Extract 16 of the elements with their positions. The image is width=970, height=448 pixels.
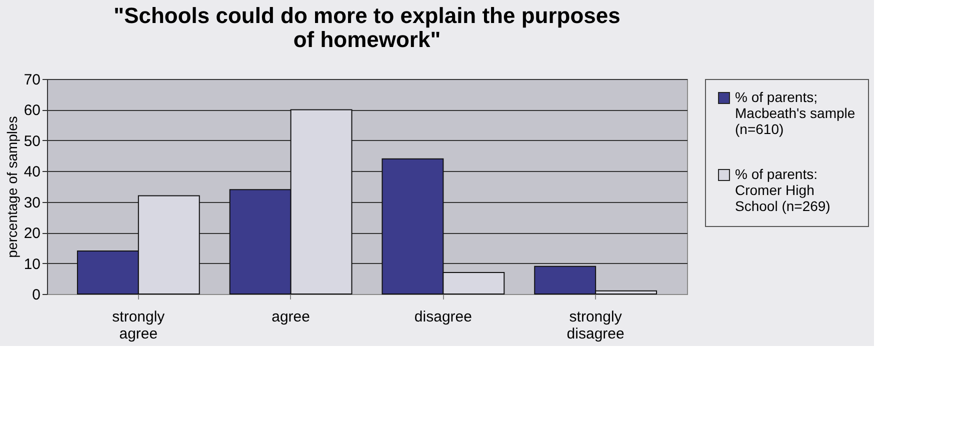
y-tick-label: 50 xyxy=(24,132,40,150)
y-tick-label: 40 xyxy=(24,164,40,181)
x-tick-label: strongly agree xyxy=(112,308,166,342)
chart-title: "Schools could do more to explain the purposes of homework" xyxy=(114,3,620,52)
y-tick-label: 0 xyxy=(32,286,40,304)
x-tick-label: strongly disagree xyxy=(566,308,624,342)
legend-label: % of parents; Macbeath's sample (n=610) xyxy=(735,89,856,137)
y-tick-label: 70 xyxy=(24,72,40,88)
y-tick-label: 30 xyxy=(24,194,40,212)
y-tick-label: 60 xyxy=(24,102,40,120)
x-tick-label: disagree xyxy=(414,308,472,326)
y-axis-title: percentage of samples xyxy=(4,116,20,258)
y-tick-label: 10 xyxy=(24,256,40,273)
legend-label: % of parents: Cromer High School (n=269) xyxy=(735,166,830,214)
x-tick-label: agree xyxy=(272,308,310,326)
y-tick-label: 20 xyxy=(24,225,40,242)
